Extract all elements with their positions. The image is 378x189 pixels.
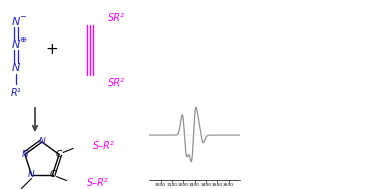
Text: C: C [56, 150, 62, 159]
X-axis label: B / Gauss: B / Gauss [182, 188, 208, 189]
Text: N: N [39, 138, 45, 146]
Text: C: C [50, 170, 56, 179]
Text: SR²: SR² [108, 78, 125, 88]
Text: SR²: SR² [108, 13, 125, 23]
Text: N: N [12, 40, 20, 50]
Text: N: N [12, 17, 20, 27]
Text: R¹: R¹ [11, 88, 21, 98]
Text: N: N [28, 170, 35, 179]
Text: N: N [22, 150, 28, 159]
Text: N: N [12, 63, 20, 73]
Text: −: − [20, 12, 26, 22]
Text: +: + [46, 43, 58, 57]
Text: S–R²: S–R² [93, 141, 115, 151]
Text: ⊕: ⊕ [20, 36, 26, 44]
Text: S–R²: S–R² [87, 177, 108, 187]
